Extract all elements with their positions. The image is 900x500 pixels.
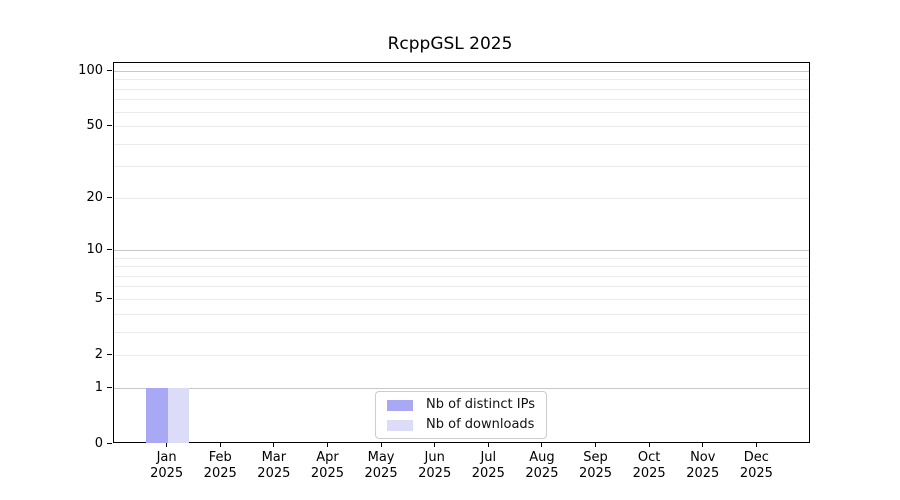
x-tick-label-line: Sep [583, 450, 608, 465]
y-tick-mark [107, 248, 112, 250]
x-tick-label: Feb 2025 [188, 450, 252, 482]
y-tick-mark [107, 69, 112, 71]
x-tick-mark [273, 443, 275, 447]
major-gridline [114, 387, 809, 389]
y-tick-mark [107, 196, 112, 198]
x-tick-label-line: 2025 [418, 466, 452, 481]
minor-gridline [114, 111, 809, 113]
y-tick-mark [107, 297, 112, 299]
minor-gridline [114, 286, 809, 288]
chart-title: RcppGSL 2025 [387, 34, 513, 54]
legend-swatch [387, 419, 414, 431]
y-tick-label: 10 [86, 241, 103, 257]
x-tick-label-line: Oct [637, 450, 661, 465]
minor-gridline [114, 257, 809, 259]
x-tick-label-line: 2025 [203, 466, 237, 481]
minor-gridline [114, 275, 809, 277]
y-tick-mark [107, 386, 112, 388]
x-tick-label: Oct 2025 [617, 450, 681, 482]
x-tick-label: Sep 2025 [564, 450, 628, 482]
minor-gridline [114, 354, 809, 356]
minor-gridline [114, 298, 809, 300]
x-tick-label-line: 2025 [310, 466, 344, 481]
x-tick-label: Aug 2025 [510, 450, 574, 482]
x-tick-label: Mar 2025 [242, 450, 306, 482]
legend-label: Nb of distinct IPs [426, 397, 535, 412]
y-tick-label: 100 [78, 62, 103, 78]
legend: Nb of distinct IPs Nb of downloads [375, 391, 547, 439]
minor-gridline [114, 197, 809, 199]
x-tick-label-line: Jan [156, 450, 177, 465]
x-tick-mark [595, 443, 597, 447]
y-tick-label: 2 [94, 346, 103, 362]
x-tick-mark [166, 443, 168, 447]
x-tick-label-line: May [367, 450, 395, 465]
x-tick-label-line: 2025 [578, 466, 613, 481]
x-tick-mark [219, 443, 221, 447]
minor-gridline [114, 331, 809, 333]
bar-nb-of-distinct-ips [146, 388, 168, 443]
plot-area [113, 62, 810, 443]
minor-gridline [114, 266, 809, 268]
minor-gridline [114, 88, 809, 90]
x-tick-mark [434, 443, 436, 447]
major-gridline [114, 249, 809, 251]
x-tick-label-line: 2025 [364, 466, 398, 481]
x-tick-mark [487, 443, 489, 447]
y-tick-label: 50 [86, 118, 103, 134]
x-tick-label-line: 2025 [150, 466, 184, 481]
x-tick-label-line: Jun [424, 450, 445, 465]
x-tick-mark [541, 443, 543, 447]
minor-gridline [114, 99, 809, 101]
legend-row: Nb of distinct IPs [387, 398, 535, 412]
x-tick-label: Nov 2025 [671, 450, 735, 482]
x-tick-label-line: 2025 [686, 466, 720, 481]
legend-swatch [387, 399, 414, 411]
minor-gridline [114, 313, 809, 315]
x-tick-label-line: 2025 [525, 466, 559, 481]
minor-gridline [114, 143, 809, 145]
y-tick-label: 1 [94, 379, 103, 395]
y-tick-mark [107, 353, 112, 355]
x-tick-label-line: Jul [480, 450, 497, 465]
x-tick-mark [702, 443, 704, 447]
x-tick-label: Jun 2025 [403, 450, 467, 482]
y-tick-mark [107, 125, 112, 127]
x-tick-mark [755, 443, 757, 447]
x-tick-label-line: 2025 [471, 466, 505, 481]
x-tick-label-line: 2025 [632, 466, 666, 481]
minor-gridline [114, 166, 809, 168]
major-gridline [114, 70, 809, 72]
x-tick-label: May 2025 [349, 450, 413, 482]
y-tick-label: 20 [86, 189, 103, 205]
y-tick-mark [107, 442, 112, 444]
x-tick-label-line: 2025 [257, 466, 291, 481]
x-tick-label-line: Aug [529, 450, 555, 465]
y-tick-label: 0 [94, 435, 103, 451]
x-tick-mark [326, 443, 328, 447]
legend-row: Nb of downloads [387, 418, 535, 432]
x-tick-label-line: Apr [316, 450, 339, 465]
minor-gridline [114, 79, 809, 81]
x-tick-mark [648, 443, 650, 447]
x-tick-label: Apr 2025 [295, 450, 359, 482]
y-tick-label: 5 [94, 290, 103, 306]
bar-nb-of-downloads [167, 388, 190, 443]
x-tick-label-line: Nov [690, 450, 716, 465]
x-tick-label-line: Mar [261, 450, 287, 465]
x-tick-label: Jul 2025 [456, 450, 520, 482]
legend-label: Nb of downloads [426, 417, 535, 432]
x-tick-mark [380, 443, 382, 447]
x-tick-label-line: 2025 [739, 466, 773, 481]
x-tick-label-line: Feb [208, 450, 232, 465]
x-tick-label-line: Dec [743, 450, 769, 465]
minor-gridline [114, 126, 809, 128]
x-tick-label: Jan 2025 [135, 450, 199, 482]
x-tick-label: Dec 2025 [724, 450, 788, 482]
